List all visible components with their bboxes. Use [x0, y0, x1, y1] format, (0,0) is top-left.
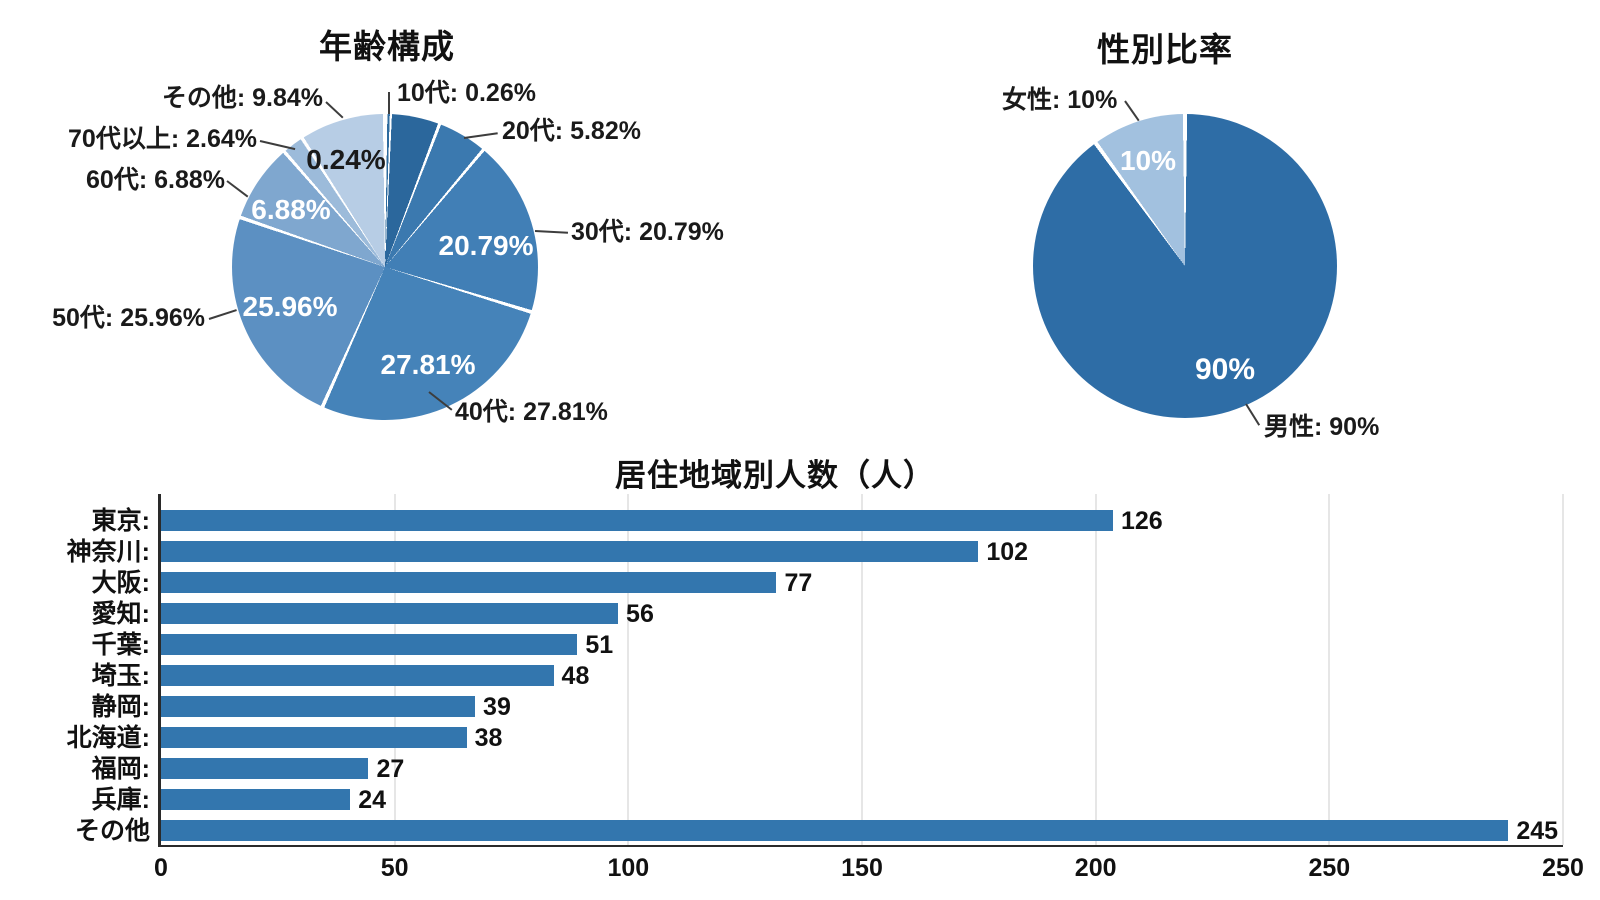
- category-label: 愛知:: [91, 600, 150, 628]
- gridline: [1094, 494, 1097, 845]
- bar-8: [161, 758, 369, 779]
- x-axis-tick: 100: [607, 854, 650, 882]
- x-axis-tick: 250: [1542, 854, 1584, 882]
- gender-pie: [1033, 114, 1337, 418]
- age-callout-30s: 30代: 20.79%: [571, 218, 724, 246]
- x-axis-tick: 50: [380, 854, 409, 882]
- bar-value-label: 51: [585, 631, 614, 659]
- gender-inner-female: 10%: [1119, 145, 1177, 176]
- category-label: 千葉:: [91, 631, 150, 659]
- age-callout-40s: 40代: 27.81%: [455, 398, 608, 426]
- leader-line: [325, 101, 344, 119]
- age-callout-50s: 50代: 25.96%: [52, 304, 205, 332]
- age-inner-30s: 20.79%: [438, 230, 534, 261]
- gridline: [1328, 494, 1331, 845]
- leader-line: [259, 140, 296, 151]
- age-callout-20s: 20代: 5.82%: [502, 117, 641, 145]
- gridline: [1562, 494, 1564, 845]
- gridline: [861, 494, 863, 845]
- category-label: 東京:: [91, 507, 150, 535]
- category-label: 福岡:: [91, 755, 150, 783]
- age-callout-60s: 60代: 6.88%: [86, 166, 225, 194]
- bar-6: [161, 696, 476, 717]
- bar-value-label: 245: [1516, 817, 1559, 845]
- x-axis-tick: 0: [154, 854, 168, 882]
- region-categories: 東京: 神奈川: 大阪: 愛知: 千葉: 埼玉: 静岡: 北海道: 福岡: 兵庫: その他: [0, 494, 156, 845]
- category-label: 兵庫:: [91, 786, 150, 814]
- bar-value-label: 38: [474, 724, 503, 752]
- bar-value-label: 39: [483, 693, 511, 721]
- bar-5: [161, 665, 554, 686]
- x-axis-tick: 200: [1074, 854, 1117, 882]
- bar-value-label: 56: [626, 600, 654, 628]
- age-inner-50s: 25.96%: [242, 291, 338, 322]
- category-label: 神奈川:: [66, 538, 150, 566]
- bar-2: [161, 572, 777, 593]
- age-pie-title: 年齢構成: [319, 28, 455, 65]
- category-label: 静岡:: [91, 693, 150, 721]
- leader-line: [226, 180, 249, 198]
- region-bar-title: 居住地域別人数（人）: [615, 458, 935, 493]
- leader-line: [388, 92, 390, 114]
- leader-line: [534, 230, 569, 234]
- gender-inner-male: 90%: [1194, 353, 1256, 386]
- region-plot: 126 102 77 56 51 48 39 38 27 24 245 0 50 100 150 200 250…: [154, 494, 1584, 882]
- category-label: 北海道:: [66, 724, 150, 752]
- bar-value-label: 24: [358, 786, 387, 814]
- x-axis-tick: 150: [841, 854, 883, 882]
- gender-callout-male: 男性: 90%: [1264, 413, 1380, 441]
- age-inner-other: 0.24%: [306, 144, 386, 175]
- age-callout-other: その他: 9.84%: [161, 84, 323, 112]
- bar-value-label: 48: [561, 662, 590, 690]
- age-pie: [232, 114, 538, 420]
- bar-9: [161, 789, 351, 810]
- bar-10: [161, 820, 1509, 841]
- leader-line: [208, 309, 237, 320]
- x-axis-tick: 250: [1308, 854, 1351, 882]
- leader-line: [1245, 403, 1261, 426]
- leader-line: [1124, 100, 1140, 122]
- age-callout-70plus: 70代以上: 2.64%: [68, 125, 257, 153]
- category-label: 埼玉:: [91, 662, 150, 690]
- bar-7: [161, 727, 467, 748]
- bar-0: [161, 510, 1113, 531]
- bar-1: [161, 541, 979, 562]
- leader-line: [463, 132, 498, 139]
- bar-value-label: 27: [376, 755, 405, 783]
- gender-pie-title: 性別比率: [1097, 31, 1233, 68]
- age-callout-10s: 10代: 0.26%: [397, 79, 536, 107]
- age-inner-60s: 6.88%: [251, 194, 331, 225]
- bar-4: [161, 634, 578, 655]
- age-inner-40s: 27.81%: [380, 349, 476, 380]
- bar-value-label: 102: [986, 538, 1029, 566]
- gender-callout-female: 女性: 10%: [1002, 86, 1118, 114]
- bar-value-label: 126: [1120, 507, 1163, 535]
- category-label: その他: [74, 817, 150, 845]
- bar-3: [161, 603, 619, 624]
- category-label: 大阪:: [91, 569, 150, 597]
- gridline: [627, 494, 630, 845]
- bar-value-label: 77: [784, 569, 813, 597]
